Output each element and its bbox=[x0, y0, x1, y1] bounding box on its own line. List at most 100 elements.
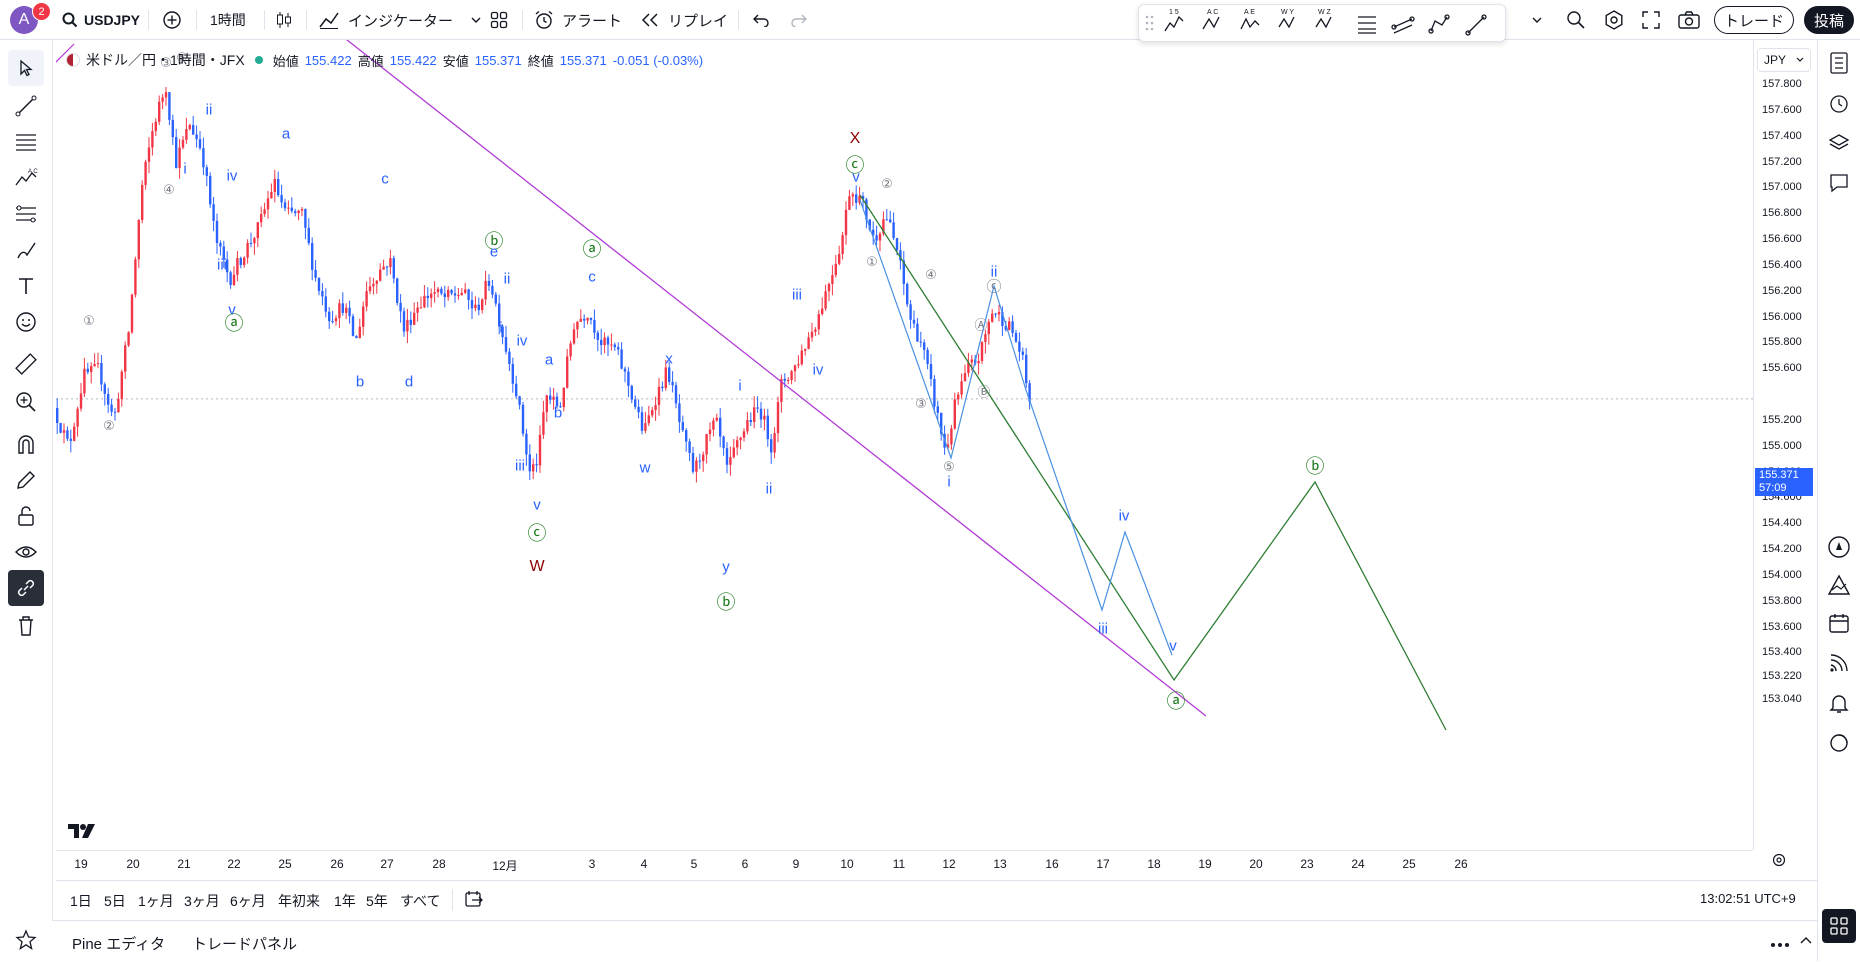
layout-chevron[interactable] bbox=[1532, 6, 1542, 34]
range-5d[interactable]: 5日 bbox=[104, 893, 126, 909]
wave-label[interactable]: v bbox=[852, 168, 860, 186]
lock-drawings[interactable] bbox=[8, 498, 44, 534]
fullscreen-button[interactable] bbox=[1642, 6, 1660, 34]
range-6m[interactable]: 6ヶ月 bbox=[230, 893, 266, 909]
wave-label[interactable]: v bbox=[1169, 637, 1177, 655]
axis-settings-button[interactable] bbox=[1771, 852, 1787, 873]
wave-label[interactable]: w bbox=[639, 459, 651, 477]
brush-tool[interactable] bbox=[8, 232, 44, 268]
wave-label[interactable]: e bbox=[489, 243, 499, 261]
ideas-button[interactable] bbox=[1822, 530, 1856, 564]
symbol-search[interactable]: USDJPY bbox=[62, 6, 140, 34]
chart-pane[interactable] bbox=[45, 35, 1753, 850]
chart-type-button[interactable] bbox=[274, 6, 294, 34]
trade-panel-tab[interactable]: トレードパネル bbox=[192, 936, 298, 953]
utc-clock[interactable]: 13:02:51 UTC+9 bbox=[1700, 891, 1796, 906]
undo-button[interactable] bbox=[752, 6, 770, 34]
wave-label[interactable]: ⓑ bbox=[484, 231, 504, 253]
alert-button[interactable]: アラート bbox=[534, 6, 622, 34]
wave-label[interactable]: i bbox=[947, 473, 951, 491]
wave-label[interactable]: ③ bbox=[915, 396, 927, 411]
news-button[interactable] bbox=[1822, 646, 1856, 680]
watchlist-button[interactable] bbox=[1822, 46, 1856, 80]
wave-label[interactable]: ⓐ bbox=[224, 313, 244, 335]
wave-label[interactable]: iii bbox=[515, 457, 525, 475]
more-apps-button[interactable] bbox=[1822, 909, 1856, 943]
wave-label[interactable]: ④ bbox=[163, 182, 175, 197]
panel-expand-button[interactable] bbox=[1800, 931, 1812, 949]
wave-label[interactable]: ⓒ bbox=[845, 155, 865, 177]
range-3m[interactable]: 3ヶ月 bbox=[184, 893, 220, 909]
interval-selector[interactable]: 1時間 bbox=[210, 12, 246, 28]
text-tool[interactable] bbox=[8, 268, 44, 304]
publish-button[interactable]: 投稿 bbox=[1804, 6, 1854, 34]
redo-button[interactable] bbox=[790, 6, 808, 34]
zoom-tool[interactable] bbox=[8, 384, 44, 420]
help-button[interactable] bbox=[1822, 726, 1856, 760]
wave-label[interactable]: iii bbox=[217, 256, 227, 274]
snapshot-button[interactable] bbox=[1678, 6, 1700, 34]
hide-drawings[interactable] bbox=[8, 534, 44, 570]
wave-label[interactable]: iii bbox=[1098, 620, 1108, 638]
wave-label[interactable]: i bbox=[499, 319, 503, 337]
time-axis[interactable]: 19 20 21 22 25 26 27 28 12月 3 4 5 6 9 10 11 12 13 16 17 18 19… bbox=[56, 850, 1753, 877]
currency-selector[interactable]: JPY bbox=[1757, 48, 1811, 72]
wave-label[interactable]: Ⓐ bbox=[974, 317, 988, 333]
trade-button[interactable]: トレード bbox=[1714, 6, 1794, 34]
alerts-panel-button[interactable] bbox=[1822, 86, 1856, 120]
wave-label[interactable]: ii bbox=[765, 480, 773, 498]
wave-label[interactable]: y bbox=[722, 558, 730, 576]
sync-drawings[interactable] bbox=[8, 570, 44, 606]
wave-label[interactable]: b bbox=[553, 404, 563, 422]
wave-label[interactable]: ⓒ bbox=[527, 523, 547, 545]
wave-label[interactable]: v bbox=[228, 301, 236, 319]
object-tree-button[interactable] bbox=[1822, 126, 1856, 160]
forecast-tool[interactable] bbox=[8, 196, 44, 232]
icon-tool[interactable] bbox=[8, 304, 44, 340]
wave-label[interactable]: i bbox=[183, 160, 187, 178]
wave-label[interactable]: ⓑ bbox=[1305, 456, 1325, 478]
settings-button[interactable] bbox=[1604, 6, 1624, 34]
wave-label[interactable]: ⓑ bbox=[716, 592, 736, 614]
wave-label[interactable]: a bbox=[544, 351, 554, 369]
wave-label[interactable]: X bbox=[849, 130, 861, 147]
templates-button[interactable] bbox=[490, 6, 508, 34]
wave-label[interactable]: ⓐ bbox=[582, 239, 602, 261]
range-all[interactable]: すべて bbox=[400, 893, 441, 909]
favorites-button[interactable] bbox=[8, 922, 44, 958]
price-axis[interactable]: 157.800 157.600 157.400 157.200 157.000 156.8… bbox=[1753, 40, 1818, 850]
notifications-button[interactable] bbox=[1822, 686, 1856, 720]
green-projection-path[interactable] bbox=[859, 194, 1447, 731]
calendar-button[interactable] bbox=[1822, 606, 1856, 640]
wave-label[interactable]: v bbox=[533, 496, 541, 514]
compare-symbol-button[interactable] bbox=[162, 6, 182, 34]
goto-date-button[interactable] bbox=[464, 889, 484, 914]
measure-tool[interactable] bbox=[8, 346, 44, 382]
wave-label[interactable]: d bbox=[404, 373, 414, 391]
range-1d[interactable]: 1日 bbox=[70, 893, 92, 909]
wave-label[interactable]: ii bbox=[990, 263, 998, 281]
pattern-tool[interactable]: A C bbox=[8, 160, 44, 196]
range-1y[interactable]: 1年 bbox=[334, 893, 356, 909]
wave-label[interactable]: iii bbox=[792, 286, 802, 304]
descending-trendline[interactable] bbox=[341, 35, 1207, 717]
wave-label[interactable]: ⓐ bbox=[1166, 691, 1186, 713]
wave-label[interactable]: iv bbox=[226, 167, 238, 185]
chat-button[interactable] bbox=[1822, 166, 1856, 200]
wave-label[interactable]: ⑤ bbox=[176, 50, 188, 65]
wave-label[interactable]: c bbox=[588, 268, 596, 286]
wave-label[interactable]: iv bbox=[812, 361, 824, 379]
remove-drawings[interactable] bbox=[8, 608, 44, 644]
blue-projection-path[interactable] bbox=[859, 199, 1173, 656]
wave-label[interactable]: ⓒ bbox=[986, 278, 1002, 296]
wave-label[interactable]: i bbox=[738, 377, 742, 395]
wave-label[interactable]: ③ bbox=[160, 55, 172, 70]
hotlists-button[interactable] bbox=[1822, 568, 1856, 602]
wave-label[interactable]: b bbox=[355, 373, 365, 391]
range-1m[interactable]: 1ヶ月 bbox=[138, 893, 174, 909]
stay-in-drawing-mode[interactable] bbox=[8, 462, 44, 498]
range-5y[interactable]: 5年 bbox=[366, 893, 388, 909]
wave-label[interactable]: c bbox=[381, 170, 389, 188]
cursor-tool[interactable] bbox=[8, 50, 44, 86]
magnet-tool[interactable] bbox=[8, 426, 44, 462]
